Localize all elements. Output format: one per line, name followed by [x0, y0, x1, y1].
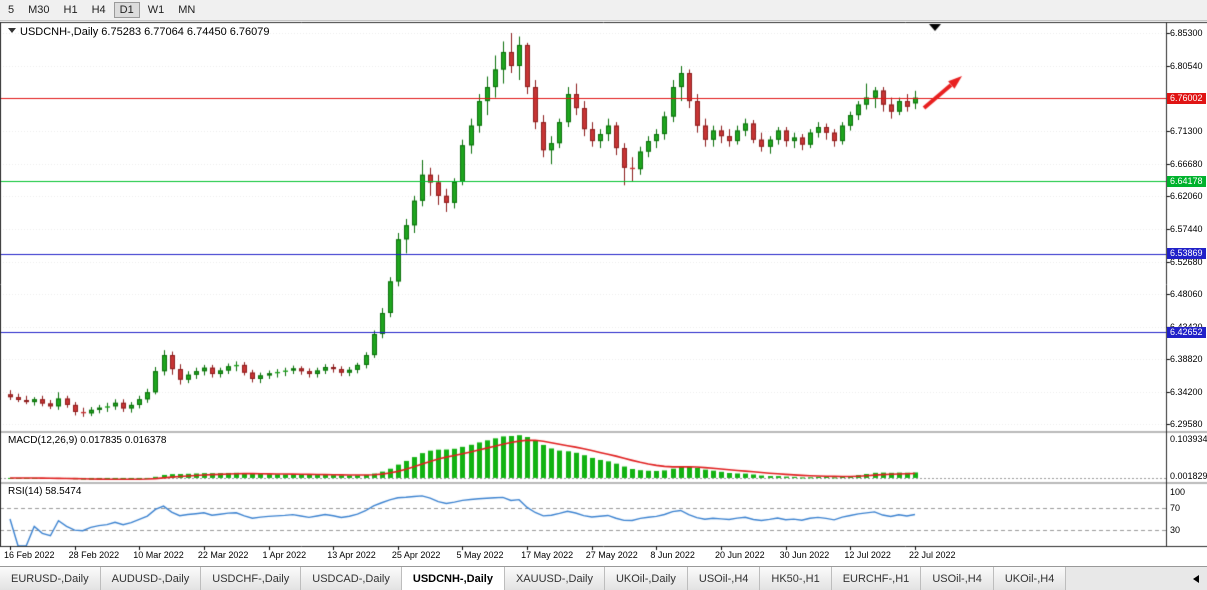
timeframe-button-d1[interactable]: D1: [113, 2, 140, 18]
macd-indicator-values: 0.017835 0.016378: [80, 435, 167, 446]
macd-indicator-label: MACD(12,26,9): [8, 435, 78, 446]
price-line-badge: 6.64178: [1167, 175, 1206, 187]
price-chart-canvas[interactable]: [0, 21, 1207, 566]
tab-scroll-left-icon: [1193, 574, 1199, 583]
date-axis-label: 13 Apr 2022: [327, 550, 376, 560]
symbol-tab-usdcad-daily[interactable]: USDCAD-,Daily: [301, 567, 402, 590]
symbol-tab-eurchf-h1[interactable]: EURCHF-,H1: [831, 567, 922, 590]
date-axis-label: 22 Mar 2022: [197, 550, 249, 560]
timeframe-button-w1[interactable]: W1: [147, 4, 165, 16]
rsi-axis-label-30: 30: [1170, 524, 1181, 535]
symbol-tab-ukoil-h4[interactable]: UKOil-,H4: [993, 567, 1067, 590]
date-axis-label: 1 Apr 2022: [262, 550, 307, 560]
timeframe-toolbar: 5 M30 H1 H4 D1 W1 MN: [0, 0, 1207, 21]
symbol-tab-usoil-h4[interactable]: USOil-,H4: [921, 567, 994, 590]
rsi-axis-label-70: 70: [1170, 503, 1181, 514]
chart-title: USDCNH-,Daily 6.75283 6.77064 6.74450 6.…: [8, 26, 270, 38]
price-axis-label: 6.85300: [1170, 28, 1203, 39]
price-axis-label: 6.71300: [1170, 126, 1203, 137]
timeframe-button-h1[interactable]: H1: [63, 4, 78, 16]
symbol-tab-hk50-h1[interactable]: HK50-,H1: [760, 567, 832, 590]
date-axis-label: 30 Jun 2022: [779, 550, 830, 560]
macd-axis-label-bottom: 0.001829: [1170, 471, 1207, 481]
tab-bar-filler: [1066, 567, 1185, 590]
price-axis-label: 6.57440: [1170, 223, 1203, 234]
symbol-tab-usdchf-daily[interactable]: USDCHF-,Daily: [201, 567, 302, 590]
symbol-tab-usoil-h4[interactable]: USOil-,H4: [687, 567, 761, 590]
rsi-panel-label: RSI(14) 58.5474: [8, 486, 81, 497]
date-axis-label: 12 Jul 2022: [844, 550, 891, 560]
date-axis-label: 10 Mar 2022: [133, 550, 184, 560]
chart-ohlc-values: 6.75283 6.77064 6.74450 6.76079: [101, 26, 270, 38]
timeframe-button-5[interactable]: 5: [8, 4, 15, 16]
price-axis-label: 6.52680: [1170, 256, 1203, 267]
price-axis-label: 6.66680: [1170, 158, 1203, 169]
price-axis-label: 6.80540: [1170, 61, 1203, 72]
date-axis-label: 16 Feb 2022: [4, 550, 55, 560]
symbol-tab-xauusd-daily[interactable]: XAUUSD-,Daily: [504, 567, 605, 590]
date-axis-label: 20 Jun 2022: [715, 550, 765, 560]
price-line-badge: 6.42652: [1167, 326, 1206, 338]
timeframe-button-mn[interactable]: MN: [178, 4, 196, 16]
date-axis-label: 5 May 2022: [456, 550, 504, 560]
symbol-tab-audusd-daily[interactable]: AUDUSD-,Daily: [100, 567, 202, 590]
symbol-tab-bar: EURUSD-,Daily AUDUSD-,Daily USDCHF-,Daily U…: [0, 566, 1207, 590]
date-axis-label: 27 May 2022: [585, 550, 638, 560]
macd-panel-label: MACD(12,26,9) 0.017835 0.016378: [8, 435, 166, 446]
date-axis-label: 25 Apr 2022: [391, 550, 441, 560]
date-axis-label: 22 Jul 2022: [908, 550, 956, 560]
symbol-tab-ukoil-daily[interactable]: UKOil-,Daily: [604, 567, 688, 590]
date-axis-label: 8 Jun 2022: [650, 550, 695, 560]
chart-symbol-label: USDCNH-,Daily: [20, 26, 99, 38]
symbol-tab-usdcnh-daily[interactable]: USDCNH-,Daily: [401, 567, 505, 590]
price-axis-label: 6.38820: [1170, 354, 1203, 365]
price-axis-label: 6.48060: [1170, 289, 1203, 300]
price-axis-label: 6.34200: [1170, 386, 1203, 397]
tab-scroll-left-button[interactable]: [1185, 567, 1207, 590]
price-axis-label: 6.62060: [1170, 191, 1203, 202]
price-axis-label: 6.29580: [1170, 418, 1203, 429]
macd-axis-label-top: 0.103934: [1170, 434, 1207, 444]
chart-area: USDCNH-,Daily 6.75283 6.77064 6.74450 6.…: [0, 21, 1207, 566]
timeframe-button-h4[interactable]: H4: [91, 4, 106, 16]
rsi-axis-label-100: 100: [1170, 487, 1186, 498]
rsi-indicator-label: RSI(14): [8, 486, 43, 497]
price-line-badge: 6.53869: [1167, 248, 1206, 260]
timeframe-button-m30[interactable]: M30: [28, 4, 50, 16]
rsi-indicator-value: 58.5474: [45, 486, 82, 497]
chart-dropdown-icon[interactable]: [8, 28, 16, 33]
date-axis-label: 28 Feb 2022: [68, 550, 120, 560]
symbol-tab-eurusd-daily[interactable]: EURUSD-,Daily: [0, 567, 101, 590]
price-line-badge: 6.76002: [1167, 92, 1206, 104]
date-axis-label: 17 May 2022: [521, 550, 574, 560]
